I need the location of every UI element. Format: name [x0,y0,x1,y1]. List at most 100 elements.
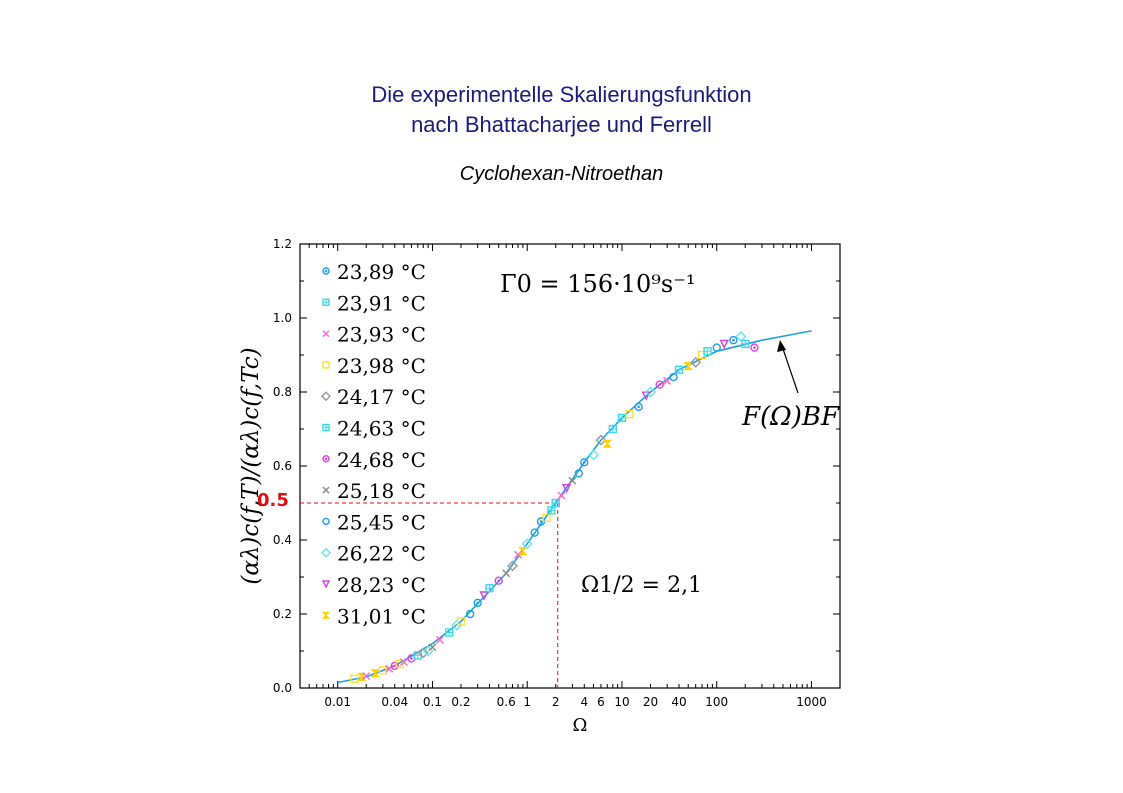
data-point-cross [547,506,555,514]
data-point [735,331,747,342]
data-point [580,458,589,467]
data-point [435,635,444,644]
gamma-annotation: Γ0 = 156·10⁹s⁻¹ [500,270,696,298]
data-point [568,476,577,485]
legend-entry-label: 28,23 °C [337,573,426,597]
legend-marker-cross [323,299,329,306]
x-tick-label: 6 [597,695,605,709]
page-subtitle: Cyclohexan-Nitroethan [459,163,664,185]
x-tick-label: 1 [523,695,531,709]
omega-half-annotation: Ω1/2 = 2,1 [581,573,702,598]
data-point [750,343,759,352]
data-point [456,617,466,626]
data-point [465,609,475,619]
legend-marker-center [324,269,328,273]
y-tick-label: 0.4 [273,533,292,547]
x-tick-label: 40 [671,695,686,709]
fit-curve-arrowhead [777,340,786,352]
data-point-cross [704,347,712,355]
y-tick-label: 0.8 [273,385,292,399]
y-tick-label: 1.2 [273,237,292,251]
y-tick-label: 1.0 [273,311,292,325]
data-point [428,643,437,652]
data-points [350,331,759,683]
data-point-cross [675,366,683,374]
data-point-center [582,461,586,464]
axes: 0.0 0.2 0.4 0.6 0.8 1.0 1.2 0.01 0.04 0.1 0.2 0.6 1 2… [238,237,841,736]
data-point-cross [741,340,749,348]
data-point [390,661,399,670]
fit-curve-arrow [781,345,799,394]
data-point [625,410,634,419]
legend-entry-label: 24,63 °C [337,417,426,441]
data-point [502,569,511,578]
legend-entry-label: 25,45 °C [337,510,426,534]
data-point-cross [486,584,494,592]
legend-marker [321,391,331,402]
data-point [514,550,523,559]
data-point [634,402,643,411]
x-tick-label: 2 [552,695,560,709]
data-point-cross [552,499,560,507]
legend-marker [321,611,331,619]
data-point [542,513,551,522]
data-point [494,576,503,585]
annotations: Γ0 = 156·10⁹s⁻¹ Ω1/2 = 2,1 0.5 F(Ω)BF [257,270,840,598]
data-point-center [410,657,413,660]
legend-marker [322,330,330,338]
page-title-line2: nach Bhattacharjee und Ferrell [411,112,712,137]
legend-entry-label: 26,22 °C [337,542,426,566]
data-point [669,373,678,382]
x-tick-label: 100 [705,695,728,709]
x-tick-label: 0.2 [451,695,470,709]
y-tick-label: 0.6 [273,459,292,473]
data-point [561,484,572,494]
data-point [350,674,359,683]
page-title-line1: Die experimentelle Skalierungsfunktion [371,82,752,107]
data-point [521,538,533,550]
data-point [507,560,519,572]
fit-curve-label: F(Ω)BF [741,402,840,432]
data-point [690,356,702,368]
x-tick-label: 10 [614,695,629,709]
data-point [683,362,693,371]
x-tick-label: 4 [580,695,588,709]
data-point [417,647,429,659]
data-point-center [753,346,756,349]
x-tick-label: 0.04 [381,695,408,709]
legend-marker [322,486,330,494]
x-tick-label: 0.01 [324,695,351,709]
data-point-cross [445,629,453,636]
half-point-guides [300,502,559,688]
data-point [399,658,408,667]
data-point [655,380,664,389]
data-point [479,591,489,601]
data-point [602,439,612,448]
data-point [729,336,738,345]
legend-marker-center [324,457,328,461]
legend-entry-label: 23,93 °C [337,323,426,347]
x-tick-label: 20 [643,695,658,709]
data-point-center [539,520,543,523]
data-point [595,434,607,446]
data-point [663,376,672,385]
data-point-center [497,579,500,582]
legend-entry-label: 24,17 °C [337,385,426,409]
legend-entry-label: 31,01 °C [337,604,426,628]
legend-marker [322,267,330,275]
data-point-center [637,405,640,409]
legend-marker [321,580,331,589]
data-point [719,339,729,349]
fit-curve-line [337,330,812,684]
data-point-center [658,383,661,386]
data-point [451,619,463,631]
legend-marker [322,361,330,369]
data-point-cross [609,425,617,433]
legend-entry-label: 23,91 °C [337,291,426,315]
legend-marker [322,517,330,526]
y-tick-label: 0.2 [273,607,292,621]
x-axis-label: Ω [573,715,588,736]
data-point [395,659,404,669]
data-point-cross [414,651,422,659]
data-point [378,666,388,675]
